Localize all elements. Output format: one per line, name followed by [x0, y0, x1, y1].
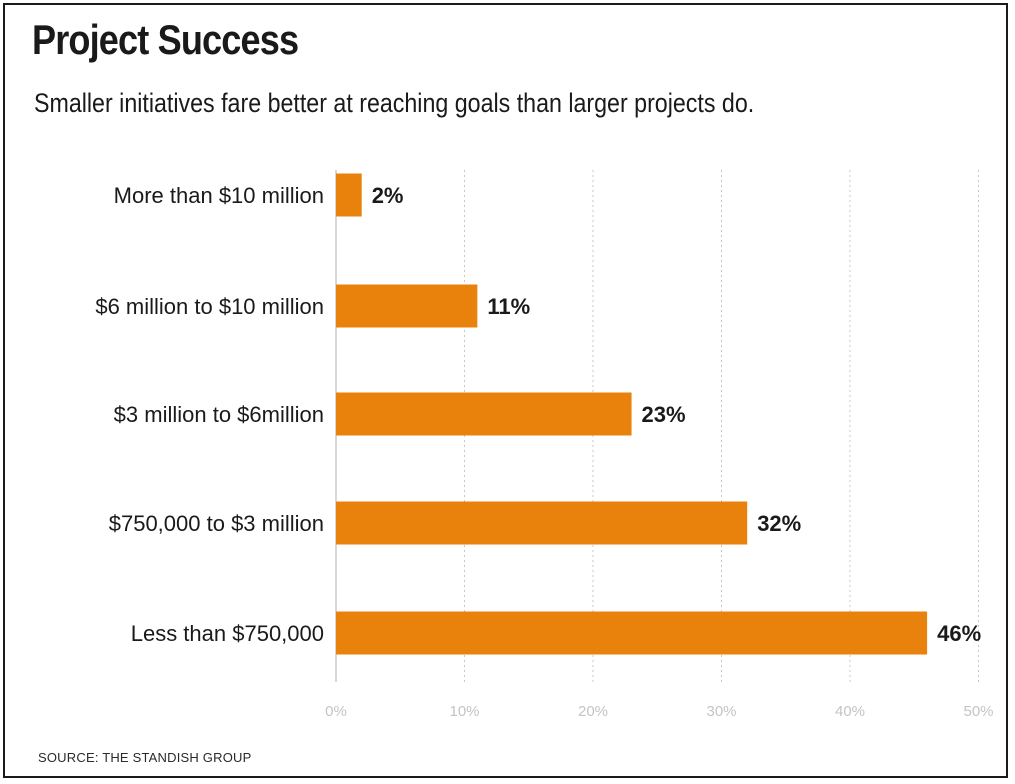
category-label: $3 million to $6million	[114, 402, 324, 427]
x-tick-label: 50%	[963, 703, 993, 720]
value-label: 46%	[937, 621, 981, 646]
bar	[336, 173, 362, 217]
x-tick-label: 0%	[325, 703, 347, 720]
value-label: 2%	[372, 183, 404, 208]
value-label: 32%	[757, 511, 801, 536]
source-note: SOURCE: THE STANDISH GROUP	[38, 750, 252, 765]
x-tick-label: 20%	[578, 703, 608, 720]
category-label: $750,000 to $3 million	[109, 511, 324, 536]
category-label: $6 million to $10 million	[95, 294, 324, 319]
x-tick-label: 30%	[706, 703, 736, 720]
chart-title: Project Success	[32, 16, 299, 63]
x-tick-label: 40%	[835, 703, 865, 720]
bar	[336, 392, 632, 436]
bar	[336, 611, 928, 655]
bar	[336, 501, 748, 545]
x-tick-label: 10%	[449, 703, 479, 720]
category-label: Less than $750,000	[131, 621, 324, 646]
chart-frame	[3, 3, 1008, 778]
value-label: 11%	[487, 294, 530, 319]
bar	[336, 284, 478, 328]
chart-subtitle: Smaller initiatives fare better at reach…	[34, 88, 755, 118]
value-label: 23%	[642, 402, 686, 427]
category-label: More than $10 million	[114, 183, 324, 208]
